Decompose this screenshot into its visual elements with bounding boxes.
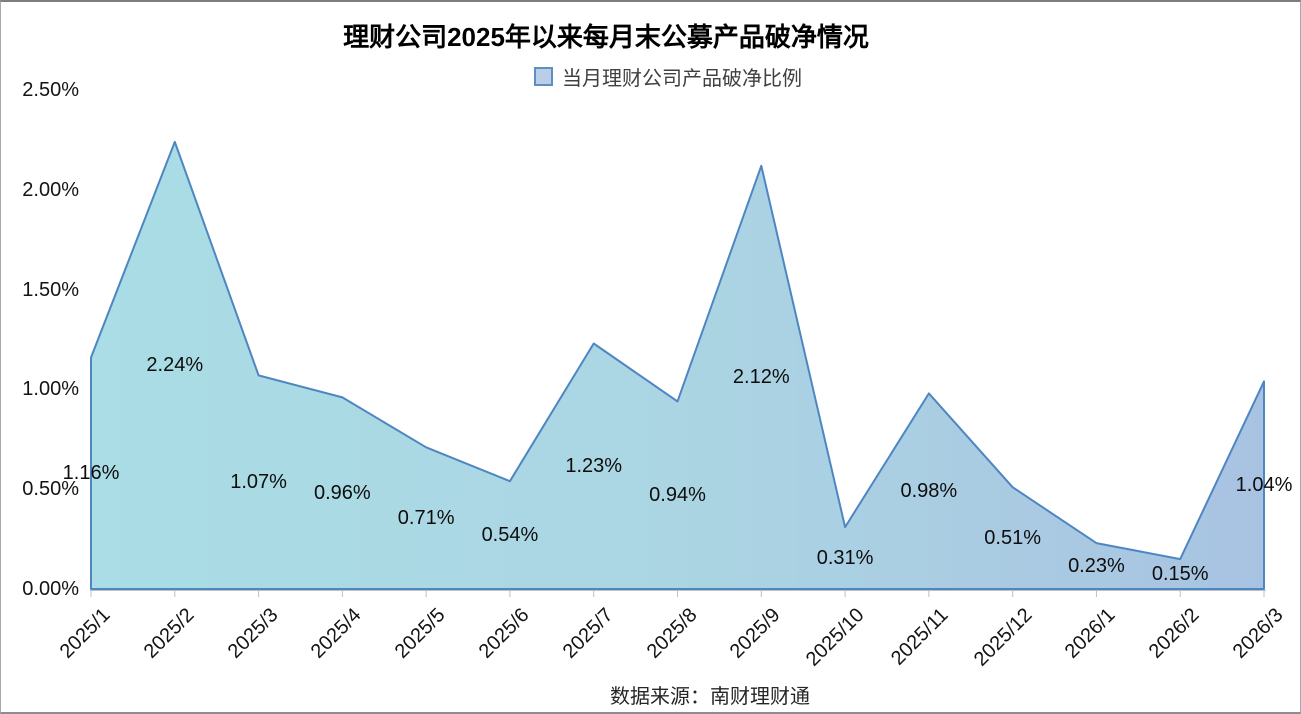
data-point-label: 0.96% (313, 482, 371, 505)
y-axis-tick-label: 2.00% (22, 178, 79, 201)
area-series (90, 140, 1265, 590)
y-axis-tick-label: 0.00% (22, 578, 79, 600)
data-point-label: 1.23% (565, 455, 623, 478)
data-point-label: 0.31% (816, 547, 874, 570)
y-axis-tick-label: 1.50% (22, 278, 79, 301)
y-axis-tick-label: 2.50% (22, 79, 79, 101)
legend-swatch-icon (534, 66, 553, 86)
data-point-label: 0.98% (900, 480, 958, 503)
data-point-label: 0.94% (649, 484, 706, 507)
legend: 当月理财公司产品破净比例 (534, 64, 802, 90)
chart-title: 理财公司2025年以来每月末公募产品破净情况 (343, 22, 869, 52)
data-point-label: 1.07% (230, 471, 287, 494)
data-point-label: 0.15% (1151, 563, 1209, 586)
legend-label: 当月理财公司产品破净比例 (562, 67, 802, 90)
data-point-label: 1.16% (62, 462, 120, 485)
data-point-label: 2.24% (146, 354, 204, 377)
y-axis-tick-label: 0.50% (22, 478, 79, 501)
data-point-label: 0.23% (1068, 555, 1125, 578)
data-point-label: 0.71% (397, 507, 455, 530)
source-note: 数据来源：南财理财通 (610, 686, 810, 708)
data-point-label: 2.12% (732, 366, 790, 389)
data-point-label: 0.54% (481, 524, 539, 547)
y-axis-tick-label: 1.00% (22, 378, 79, 401)
data-point-label: 1.04% (1235, 474, 1293, 497)
data-point-label: 0.51% (984, 527, 1041, 550)
